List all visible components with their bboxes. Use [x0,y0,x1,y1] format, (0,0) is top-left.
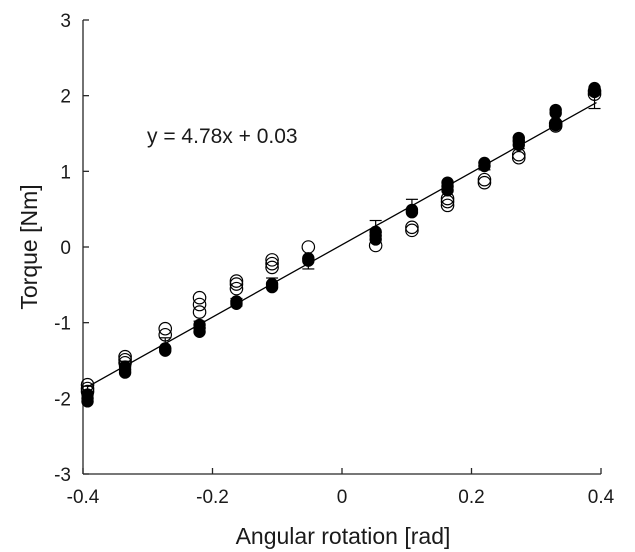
x-axis-label: Angular rotation [rad] [236,523,451,549]
open-marker [265,256,279,271]
filled-marker [118,366,132,379]
filled-marker [588,81,601,95]
open-marker [265,253,279,267]
y-tick-label: -3 [54,465,71,486]
filled-marker [159,344,172,357]
y-tick-label: -1 [54,314,71,335]
open-marker [192,305,207,319]
filled-marker [549,103,562,117]
fit-line-group [87,102,597,388]
filled-marker [441,176,454,189]
y-tick-label: 0 [60,238,71,259]
filled-marker [81,395,94,408]
axes: -0.4 -0.2 0 0.2 0.4 -3 -2 -1 0 1 2 3 [54,11,615,508]
filled-marker [512,131,525,145]
regression-equation: y = 4.78x + 0.03 [147,125,298,148]
filled-marker [478,156,491,170]
open-marker [477,175,492,190]
open-marker [229,277,244,291]
open-marker [405,223,419,238]
filled-marker [265,280,279,294]
x-tick-label: 0.4 [588,487,615,508]
data-markers [80,81,602,408]
x-tick-label: 0 [337,487,348,508]
open-marker [192,297,207,312]
fit-line [87,102,597,388]
x-tick-label: -0.4 [67,487,100,508]
open-marker [511,150,526,165]
open-marker [405,220,419,235]
y-tick-label: 2 [60,87,71,108]
y-tick-label: -2 [54,389,71,410]
open-marker [158,327,173,342]
y-tick-label: 3 [60,11,71,32]
open-marker [301,240,316,254]
y-tick-label: 1 [60,162,71,183]
open-marker [440,198,455,213]
x-tick-label: 0.2 [458,487,484,508]
open-marker [265,260,279,275]
filled-marker [405,203,419,217]
open-marker [192,290,207,305]
x-tick-label: -0.2 [196,487,229,508]
open-marker [229,281,244,296]
open-marker [158,321,173,336]
filled-marker [369,225,382,239]
y-axis-label: Torque [Nm] [16,184,42,309]
open-marker [477,172,492,187]
filled-marker [302,254,315,267]
filled-marker [193,325,206,338]
filled-marker [230,297,243,310]
open-marker [229,274,244,288]
